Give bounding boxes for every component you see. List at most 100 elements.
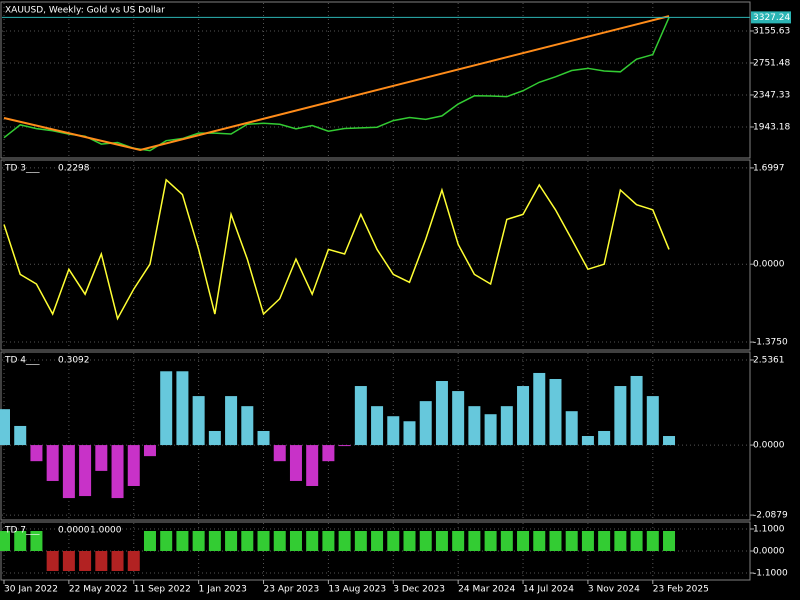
x-tick-label: 11 Sep 2022	[134, 585, 191, 595]
y-tick-label: -1.1000	[753, 569, 788, 579]
histogram-bar	[630, 375, 643, 446]
histogram-bar	[468, 531, 481, 551]
pane-title: TD 7___	[4, 526, 40, 536]
histogram-bar	[614, 531, 627, 551]
histogram-bar	[484, 414, 497, 446]
histogram-bar	[143, 445, 156, 457]
histogram-bar	[517, 386, 530, 446]
histogram-bar	[452, 391, 465, 446]
histogram-bar	[403, 421, 416, 446]
x-tick-label: 30 Jan 2022	[4, 585, 58, 595]
x-tick-label: 23 Apr 2023	[264, 585, 320, 595]
series-line	[3, 17, 670, 152]
histogram-bar	[338, 445, 351, 447]
current-price-label: 3327.24	[753, 13, 790, 23]
trend-line	[3, 15, 670, 151]
histogram-bar	[322, 531, 335, 551]
histogram-bar	[160, 531, 173, 551]
current-price-box	[751, 11, 791, 24]
x-tick-label: 3 Nov 2024	[588, 585, 640, 595]
x-tick-label: 23 Feb 2025	[653, 585, 709, 595]
histogram-bar	[273, 445, 286, 462]
histogram-bar	[127, 551, 140, 571]
x-tick-label: 22 May 2022	[69, 585, 128, 595]
x-tick-label: 24 Mar 2024	[458, 585, 515, 595]
histogram-bar	[419, 531, 432, 551]
y-tick-label: -1.3750	[753, 338, 788, 348]
y-tick-label: 2751.48	[753, 58, 790, 68]
histogram-bar	[46, 445, 59, 481]
histogram-bar	[435, 531, 448, 551]
pane-border	[0, 159, 751, 351]
histogram-bar	[289, 531, 302, 551]
histogram-bar	[95, 551, 108, 571]
histogram-bar	[403, 531, 416, 551]
histogram-bar	[79, 551, 92, 571]
histogram-bar	[241, 531, 254, 551]
histogram-bar	[62, 551, 75, 571]
histogram-bar	[0, 531, 10, 551]
histogram-bar	[111, 551, 124, 571]
histogram-bar	[484, 531, 497, 551]
histogram-bar	[225, 396, 238, 446]
histogram-bar	[354, 386, 367, 446]
histogram-bar	[517, 531, 530, 551]
histogram-bar	[143, 531, 156, 551]
y-tick-label: 2.5361	[753, 356, 785, 366]
histogram-bar	[549, 378, 562, 446]
histogram-bar	[614, 386, 627, 446]
pane-value: 0.3092	[58, 356, 90, 366]
x-tick-label: 14 Jul 2024	[523, 585, 574, 595]
y-tick-label: 0.0000	[753, 547, 785, 557]
histogram-bar	[30, 531, 43, 551]
histogram-bar	[160, 371, 173, 446]
histogram-bar	[176, 531, 189, 551]
histogram-bar	[306, 531, 319, 551]
histogram-bar	[338, 531, 351, 551]
histogram-bar	[192, 396, 205, 446]
histogram-bar	[663, 531, 676, 551]
histogram-bar	[387, 416, 400, 446]
histogram-bar	[0, 409, 10, 446]
histogram-bar	[468, 406, 481, 446]
x-tick-label: 3 Dec 2023	[393, 585, 445, 595]
x-tick-label: 13 Aug 2023	[328, 585, 386, 595]
histogram-bar	[14, 425, 27, 446]
histogram-bar	[354, 531, 367, 551]
series-line	[3, 178, 670, 321]
histogram-bar	[500, 406, 513, 446]
histogram-bar	[62, 445, 75, 499]
histogram-bar	[306, 445, 319, 486]
histogram-bar	[322, 445, 335, 462]
histogram-bar	[598, 531, 611, 551]
histogram-bar	[241, 406, 254, 446]
histogram-bar	[14, 531, 27, 551]
histogram-bar	[646, 531, 659, 551]
histogram-bar	[95, 445, 108, 471]
histogram-bar	[371, 406, 384, 446]
histogram-bar	[225, 531, 238, 551]
pane-title: TD 4___	[4, 356, 40, 366]
histogram-bar	[630, 531, 643, 551]
histogram-bar	[581, 436, 594, 446]
histogram-bar	[598, 430, 611, 446]
histogram-bar	[646, 396, 659, 446]
y-tick-label: 1.1000	[753, 525, 785, 535]
pane-value: 1.0000	[90, 526, 122, 536]
histogram-bar	[533, 531, 546, 551]
histogram-bar	[371, 531, 384, 551]
y-tick-label: -2.0879	[753, 511, 788, 521]
histogram-bar	[257, 531, 270, 551]
histogram-bar	[500, 531, 513, 551]
histogram-bar	[387, 531, 400, 551]
y-tick-label: 0.0000	[753, 260, 785, 270]
histogram-bar	[79, 445, 92, 497]
histogram-bar	[30, 445, 43, 462]
y-tick-label: 2347.33	[753, 90, 790, 100]
histogram-bar	[257, 430, 270, 446]
histogram-bar	[581, 531, 594, 551]
histogram-bar	[565, 531, 578, 551]
pane-title: XAUUSD, Weekly: Gold vs US Dollar	[5, 6, 165, 16]
